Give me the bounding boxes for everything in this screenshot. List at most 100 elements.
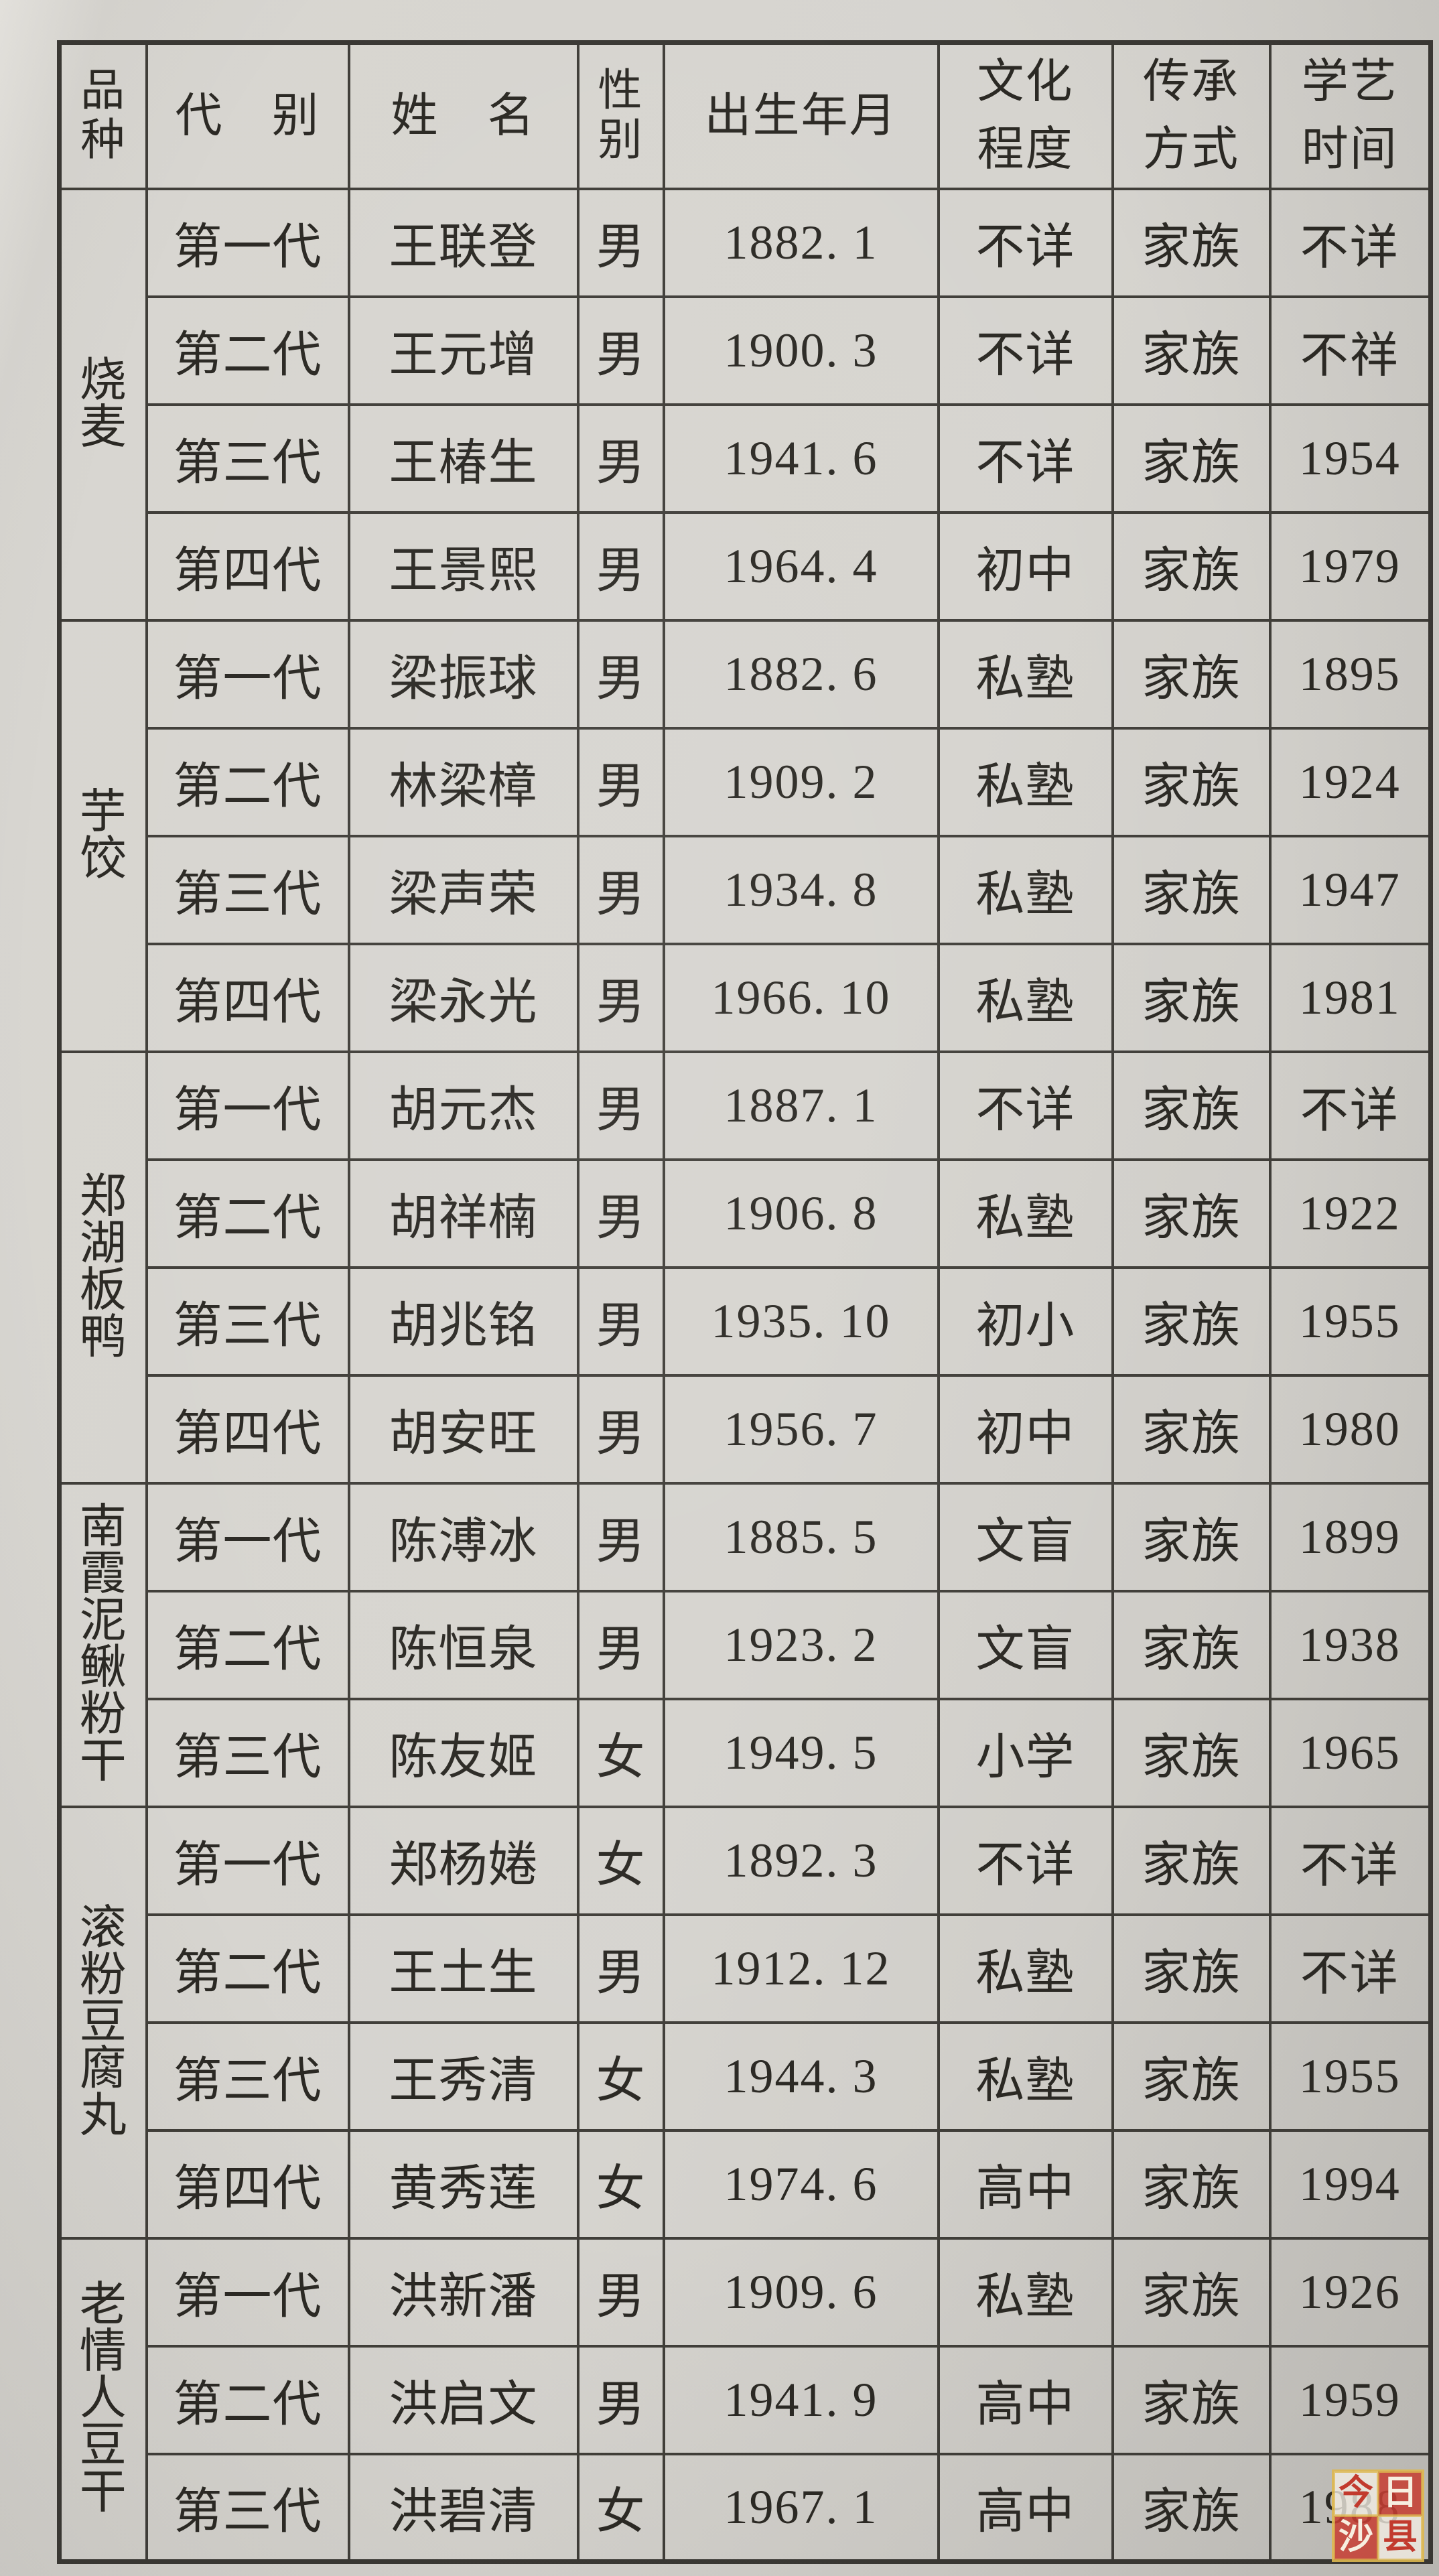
cell-learning: 1979 bbox=[1268, 511, 1432, 622]
cell-gender: 男 bbox=[576, 834, 665, 945]
table-body: 烧麦第一代 王联登男 1882. 1 不详 家族 不详 第二代 王元增男 1900. 3 不详 家族… bbox=[58, 187, 1432, 2563]
cell-birth: 1909. 6 bbox=[662, 2236, 940, 2348]
cell-inheritance: 家族 bbox=[1111, 1481, 1272, 1592]
cell-inheritance: 家族 bbox=[1111, 187, 1272, 298]
variety-char: 老 bbox=[79, 2279, 127, 2331]
cell-inheritance: 家族 bbox=[1111, 295, 1272, 406]
cell-education: 私塾 bbox=[937, 834, 1114, 945]
cell-gender: 男 bbox=[576, 726, 665, 837]
cell-birth: 1892. 3 bbox=[662, 1805, 940, 1916]
cell-birth: 1885. 5 bbox=[662, 1481, 940, 1592]
cell-generation: 第四代 bbox=[145, 942, 350, 1053]
cell-generation: 第四代 bbox=[145, 511, 350, 622]
table-row: 芋饺第一代 梁振球男 1882. 6 私塾 家族 1895 bbox=[58, 618, 1432, 1053]
cell-inheritance: 家族 bbox=[1111, 2236, 1272, 2348]
table-row: 第二代 洪启文男 1941. 9 高中 家族 1959 bbox=[60, 2344, 1432, 2455]
cell-inheritance: 家族 bbox=[1111, 511, 1272, 622]
variety-char: 腐 bbox=[79, 2043, 127, 2095]
cell-education: 高中 bbox=[937, 2452, 1114, 2563]
cell-inheritance: 家族 bbox=[1111, 1589, 1272, 1700]
watermark-char: 县 bbox=[1378, 2516, 1422, 2560]
header-name: 姓 名 bbox=[347, 41, 579, 190]
cell-learning: 1947 bbox=[1268, 834, 1432, 945]
cell-name: 王元增 bbox=[347, 295, 579, 406]
today-shaxian-watermark-logo: 今日沙县 bbox=[1332, 2469, 1424, 2562]
cell-gender: 女 bbox=[576, 2452, 665, 2563]
table-row: 烧麦第一代 王联登男 1882. 1 不详 家族 不详 bbox=[58, 187, 1432, 622]
cell-learning: 1924 bbox=[1268, 726, 1432, 837]
cell-gender: 男 bbox=[576, 511, 665, 622]
table-row: 第二代 陈恒泉男 1923. 2 文盲 家族 1938 bbox=[60, 1589, 1432, 1700]
cell-generation: 第三代 bbox=[145, 2452, 350, 2563]
table-row: 第二代 胡祥楠男 1906. 8 私塾 家族 1922 bbox=[60, 1158, 1432, 1269]
variety-cell: 滚粉豆腐丸 bbox=[58, 1805, 148, 2240]
cell-learning: 1926 bbox=[1268, 2236, 1432, 2348]
cell-gender: 男 bbox=[576, 1913, 665, 2024]
cell-gender: 女 bbox=[576, 1805, 665, 1916]
variety-char: 豆 bbox=[79, 1996, 127, 2048]
table-row: 滚粉豆腐丸第一代 郑杨婘女 1892. 3 不详 家族 不详 bbox=[58, 1805, 1432, 2240]
cell-learning: 1980 bbox=[1268, 1373, 1432, 1485]
cell-education: 文盲 bbox=[937, 1481, 1114, 1592]
variety-char: 滚 bbox=[79, 1902, 127, 1954]
cell-name: 梁声荣 bbox=[347, 834, 579, 945]
header-birth-date: 出生年月 bbox=[662, 41, 940, 190]
cell-gender: 男 bbox=[576, 1373, 665, 1485]
table-header: 品 种 代 别 姓 名 性 别 出生年月 文化 程度 传承 方式 学艺 时间 bbox=[58, 41, 1432, 190]
cell-birth: 1906. 8 bbox=[662, 1158, 940, 1269]
cell-learning: 不详 bbox=[1268, 1805, 1432, 1916]
variety-char: 湖 bbox=[79, 1217, 127, 1270]
cell-generation: 第二代 bbox=[145, 1158, 350, 1269]
cell-inheritance: 家族 bbox=[1111, 2021, 1272, 2132]
cell-learning: 1938 bbox=[1268, 1589, 1432, 1700]
cell-name: 胡祥楠 bbox=[347, 1158, 579, 1269]
table-row: 南霞泥鳅粉干第一代 陈溥冰男 1885. 5 文盲 家族 1899 bbox=[58, 1481, 1432, 1808]
variety-char: 泥 bbox=[79, 1595, 127, 1647]
cell-name: 郑杨婘 bbox=[347, 1805, 579, 1916]
cell-gender: 男 bbox=[576, 942, 665, 1053]
variety-char: 豆 bbox=[79, 2420, 127, 2472]
watermark-char: 沙 bbox=[1334, 2516, 1378, 2560]
variety-cell: 老情人豆干 bbox=[58, 2236, 148, 2563]
cell-birth: 1909. 2 bbox=[662, 726, 940, 837]
cell-generation: 第三代 bbox=[145, 2021, 350, 2132]
cell-learning: 1981 bbox=[1268, 942, 1432, 1053]
cell-inheritance: 家族 bbox=[1111, 1266, 1272, 1377]
table-row: 第四代 黄秀莲女 1974. 6 高中 家族 1994 bbox=[60, 2128, 1432, 2240]
header-learning-time: 学艺 时间 bbox=[1268, 41, 1432, 190]
cell-birth: 1964. 4 bbox=[662, 511, 940, 622]
table-row: 第三代 王椿生男 1941. 6 不详 家族 1954 bbox=[60, 403, 1432, 514]
variety-char: 鳅 bbox=[79, 1642, 127, 1694]
table-row: 第二代 林梁樟男 1909. 2 私塾 家族 1924 bbox=[60, 726, 1432, 837]
table-row: 老情人豆干第一代 洪新潘男 1909. 6 私塾 家族 1926 bbox=[58, 2236, 1432, 2563]
cell-name: 胡元杰 bbox=[347, 1050, 579, 1161]
cell-birth: 1882. 6 bbox=[662, 618, 940, 730]
cell-generation: 第二代 bbox=[145, 1589, 350, 1700]
cell-learning: 不详 bbox=[1268, 1913, 1432, 2024]
cell-learning: 1994 bbox=[1268, 2128, 1432, 2240]
cell-gender: 男 bbox=[576, 618, 665, 730]
cell-inheritance: 家族 bbox=[1111, 1158, 1272, 1269]
variety-char: 饺 bbox=[79, 833, 127, 885]
cell-gender: 男 bbox=[576, 1481, 665, 1592]
cell-inheritance: 家族 bbox=[1111, 2128, 1272, 2240]
cell-generation: 第一代 bbox=[145, 1481, 350, 1592]
cell-education: 不详 bbox=[937, 295, 1114, 406]
cell-generation: 第四代 bbox=[145, 1373, 350, 1485]
cell-education: 文盲 bbox=[937, 1589, 1114, 1700]
table-row: 第四代 胡安旺男 1956. 7 初中 家族 1980 bbox=[60, 1373, 1432, 1485]
cell-name: 王土生 bbox=[347, 1913, 579, 2024]
cell-name: 黄秀莲 bbox=[347, 2128, 579, 2240]
cell-gender: 男 bbox=[576, 2236, 665, 2348]
cell-generation: 第二代 bbox=[145, 726, 350, 837]
cell-birth: 1912. 12 bbox=[662, 1913, 940, 2024]
cell-generation: 第二代 bbox=[145, 1913, 350, 2024]
cell-birth: 1956. 7 bbox=[662, 1373, 940, 1485]
variety-char: 芋 bbox=[79, 786, 127, 838]
variety-char: 干 bbox=[79, 2467, 127, 2519]
cell-education: 私塾 bbox=[937, 2021, 1114, 2132]
cell-education: 不详 bbox=[937, 1805, 1114, 1916]
cell-birth: 1941. 9 bbox=[662, 2344, 940, 2455]
cell-name: 洪碧清 bbox=[347, 2452, 579, 2563]
